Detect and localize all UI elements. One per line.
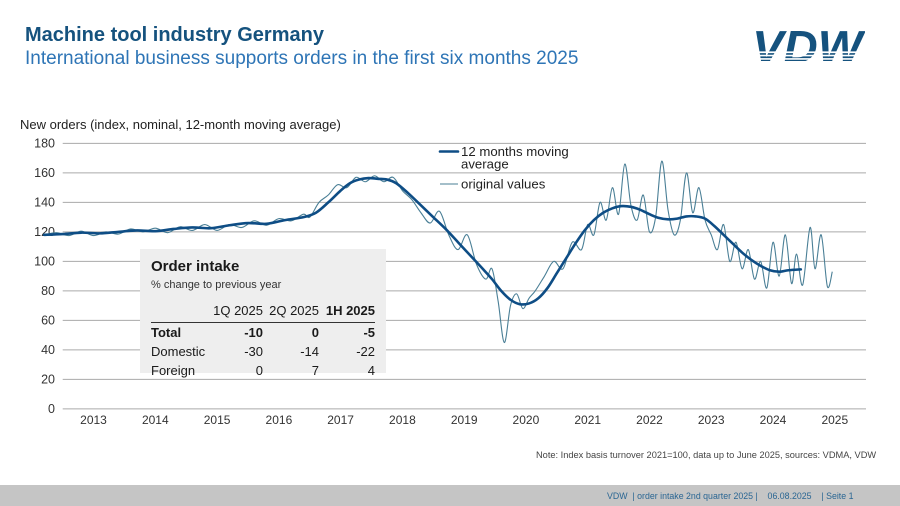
svg-text:0: 0 xyxy=(48,402,55,416)
svg-text:2014: 2014 xyxy=(142,413,169,427)
svg-text:2022: 2022 xyxy=(636,413,663,427)
svg-text:2016: 2016 xyxy=(266,413,293,427)
svg-text:average: average xyxy=(461,156,509,171)
svg-text:100: 100 xyxy=(34,254,55,268)
svg-text:160: 160 xyxy=(34,166,55,180)
svg-text:2018: 2018 xyxy=(389,413,416,427)
svg-text:2021: 2021 xyxy=(574,413,601,427)
svg-text:2015: 2015 xyxy=(204,413,231,427)
svg-text:2017: 2017 xyxy=(327,413,354,427)
svg-text:2019: 2019 xyxy=(451,413,478,427)
svg-text:20: 20 xyxy=(41,372,55,386)
svg-text:60: 60 xyxy=(41,313,55,327)
svg-text:2023: 2023 xyxy=(698,413,725,427)
svg-text:80: 80 xyxy=(41,284,55,298)
svg-text:120: 120 xyxy=(34,225,55,239)
svg-text:2024: 2024 xyxy=(760,413,787,427)
svg-text:2020: 2020 xyxy=(513,413,540,427)
svg-text:original values: original values xyxy=(461,177,546,192)
svg-text:2013: 2013 xyxy=(80,413,107,427)
svg-text:2025: 2025 xyxy=(821,413,848,427)
svg-text:140: 140 xyxy=(34,195,55,209)
svg-text:40: 40 xyxy=(41,343,55,357)
svg-text:180: 180 xyxy=(34,136,55,150)
